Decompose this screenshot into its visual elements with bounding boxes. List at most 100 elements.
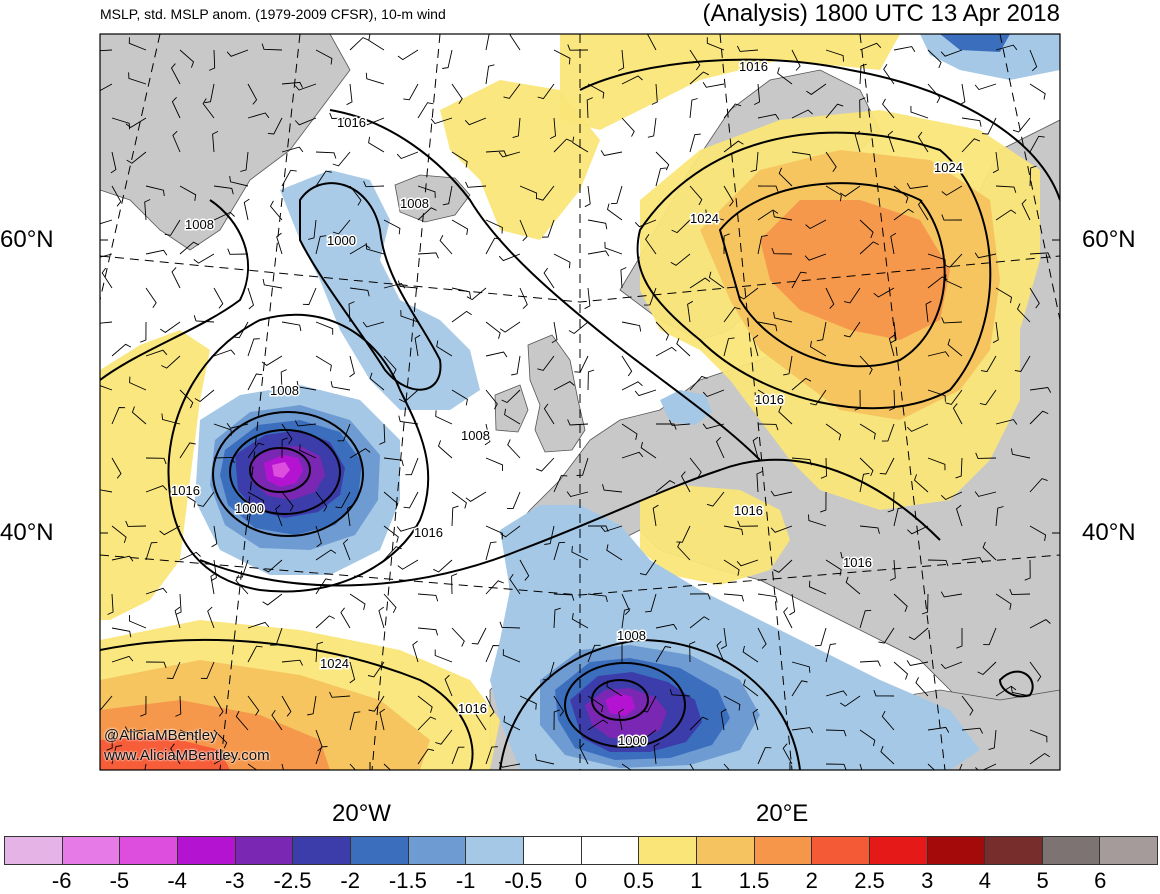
wind-barb <box>621 451 644 459</box>
wind-barb <box>498 253 521 262</box>
isobar-label: 1000 <box>618 733 647 748</box>
wind-barb <box>859 423 876 440</box>
wind-barb <box>501 389 521 404</box>
wind-barb <box>652 504 659 527</box>
wind-barb <box>723 593 745 602</box>
wind-barb <box>464 117 487 126</box>
wind-barb <box>247 491 265 507</box>
wind-barb <box>783 607 793 629</box>
wind-barb <box>1029 165 1037 187</box>
wind-barb <box>621 641 628 662</box>
wind-barb <box>465 181 487 188</box>
wind-barb <box>572 136 589 153</box>
colorbar-tick-label: 1.5 <box>738 868 770 893</box>
wind-barb <box>442 185 453 206</box>
wind-barb <box>645 234 657 255</box>
wind-barb <box>340 607 351 629</box>
wind-barb <box>645 593 657 613</box>
wind-barb <box>1024 559 1031 581</box>
wind-barb <box>940 591 963 598</box>
wind-barb <box>689 457 702 478</box>
wind-barb <box>567 44 589 51</box>
wind-barb <box>752 708 759 731</box>
wind-barb <box>995 685 1017 697</box>
wind-barb <box>843 321 861 338</box>
wind-barb <box>757 747 772 765</box>
wind-barb <box>281 321 302 332</box>
colorbar-tick-label: -1.5 <box>388 868 427 893</box>
wind-barb <box>111 343 132 357</box>
wind-barb <box>281 659 304 666</box>
wind-barb <box>893 208 914 221</box>
wind-barb <box>437 440 453 459</box>
wind-barb <box>294 117 317 126</box>
wind-barb <box>723 233 730 255</box>
wind-barb <box>553 695 565 717</box>
wind-barb <box>485 34 490 51</box>
wind-barb <box>791 680 808 697</box>
wind-barb <box>444 674 453 697</box>
wind-barb <box>782 743 793 765</box>
wind-barb <box>207 606 215 629</box>
anomaly-fill <box>100 34 1060 770</box>
isobar-label: 1016 <box>171 483 200 498</box>
colorbar-tick-label: 4 <box>978 868 992 893</box>
wind-barb <box>587 593 608 603</box>
colorbar-swatch <box>235 836 294 865</box>
wind-barb <box>128 72 147 85</box>
wind-barb <box>166 661 181 679</box>
wind-barb <box>927 253 946 266</box>
wind-barb <box>100 253 113 258</box>
wind-barb <box>475 709 487 731</box>
wind-barb <box>332 219 351 235</box>
wind-barb <box>383 457 404 467</box>
wind-barb <box>889 559 896 581</box>
wind-barb <box>247 83 258 105</box>
wind-barb <box>587 719 609 731</box>
wind-barb <box>315 235 327 255</box>
wind-barb <box>770 490 793 497</box>
wind-barb <box>810 340 827 357</box>
wind-barb <box>417 627 439 636</box>
wind-barb <box>568 321 589 335</box>
wind-barb <box>757 234 768 255</box>
wind-barb <box>859 241 879 255</box>
wind-barb <box>247 621 270 629</box>
wind-barb <box>503 83 521 99</box>
wind-barb <box>992 321 999 344</box>
wind-barb <box>606 680 623 697</box>
wind-barb <box>921 593 929 615</box>
credit-handle: @AliciaMBentley <box>104 727 218 744</box>
wind-barb <box>553 593 575 601</box>
wind-barb <box>752 334 759 357</box>
wind-barb <box>519 695 537 710</box>
wind-barb <box>618 708 625 731</box>
wind-barb <box>750 151 759 173</box>
wind-barb <box>485 580 504 595</box>
wind-barb <box>451 491 467 509</box>
wind-barb <box>281 695 292 717</box>
wind-barb <box>383 546 402 561</box>
wind-barb <box>379 708 386 731</box>
wind-barb <box>294 420 317 427</box>
wind-barb <box>111 655 134 663</box>
wind-barb <box>179 389 194 409</box>
colorbar-tick-label: 2.5 <box>854 868 885 893</box>
wind-barb <box>708 271 725 289</box>
wind-barb <box>509 573 521 595</box>
wind-barb <box>243 198 250 221</box>
wind-barb <box>587 250 610 257</box>
wind-barb <box>174 606 181 629</box>
wind-barb <box>825 423 842 441</box>
wind-barb <box>689 716 709 731</box>
wind-barb <box>553 253 571 269</box>
wind-barb <box>275 504 283 527</box>
wind-barb <box>1029 619 1051 629</box>
wind-barb <box>606 203 623 221</box>
wind-barb <box>537 83 555 100</box>
wind-barb <box>959 83 966 106</box>
colorbar-swatch <box>177 836 236 865</box>
wind-barb <box>634 219 657 228</box>
wind-barb <box>194 389 215 403</box>
colorbar-tick-label: -5 <box>109 868 130 893</box>
